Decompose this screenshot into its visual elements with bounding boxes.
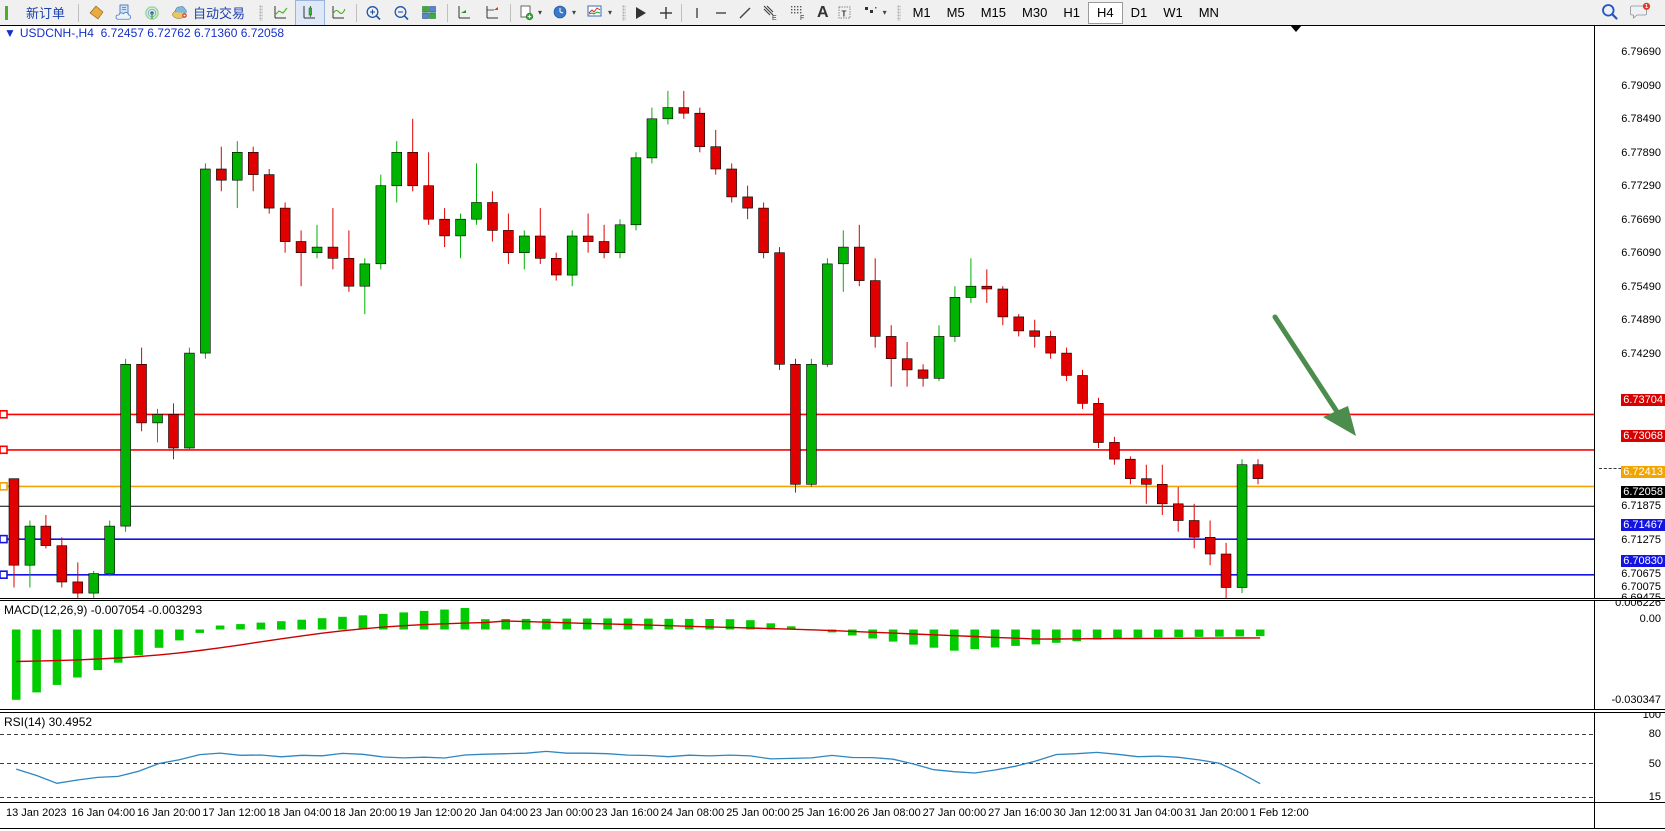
svg-text:T: T [841, 9, 846, 18]
svg-text:E: E [772, 15, 777, 22]
svg-text:1: 1 [1645, 4, 1648, 10]
svg-text:F: F [800, 15, 804, 22]
